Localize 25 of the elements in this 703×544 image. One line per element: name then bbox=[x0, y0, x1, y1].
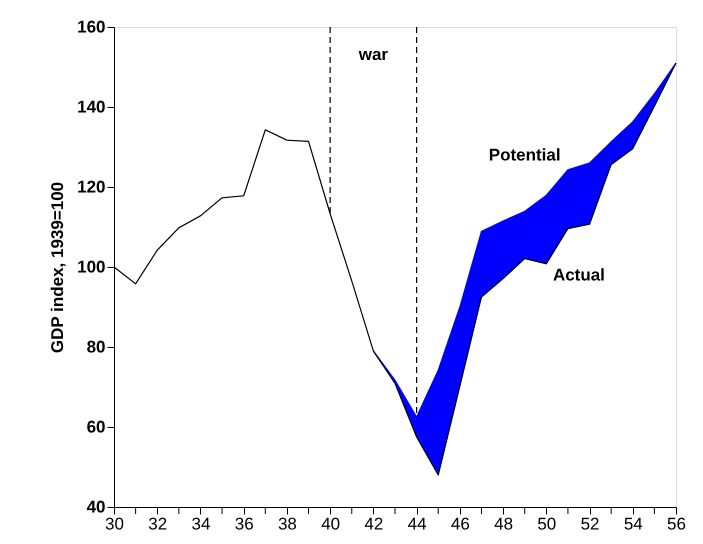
y-tick-label: 140 bbox=[77, 98, 106, 116]
x-tick-label: 54 bbox=[624, 514, 643, 534]
x-tick-label: 42 bbox=[364, 514, 384, 534]
x-tick-label: 34 bbox=[192, 514, 210, 534]
x-tick-label: 48 bbox=[494, 514, 514, 534]
x-tick-label: 30 bbox=[105, 514, 124, 534]
x-tick-label: 46 bbox=[450, 514, 470, 534]
x-tick-label: 52 bbox=[580, 514, 600, 534]
x-tick-label: 56 bbox=[667, 514, 686, 534]
annotation: war bbox=[358, 45, 388, 64]
series-label: Actual bbox=[552, 266, 605, 285]
x-tick-label: 38 bbox=[278, 514, 297, 534]
x-tick-label: 44 bbox=[408, 514, 427, 534]
y-tick-label: 80 bbox=[86, 338, 106, 356]
y-tick-label: 160 bbox=[77, 18, 106, 36]
y-axis-title: GDP index, 1939=100 bbox=[48, 182, 68, 354]
x-tick-label: 40 bbox=[321, 514, 340, 534]
y-tick-label: 120 bbox=[77, 178, 106, 196]
y-tick-label: 60 bbox=[86, 418, 106, 436]
y-tick-label: 40 bbox=[86, 498, 106, 516]
y-tick-label: 100 bbox=[77, 258, 106, 276]
x-tick-label: 36 bbox=[234, 514, 254, 534]
x-tick-label: 32 bbox=[148, 514, 168, 534]
series-label: Potential bbox=[488, 145, 561, 164]
x-tick-label: 50 bbox=[537, 514, 556, 534]
